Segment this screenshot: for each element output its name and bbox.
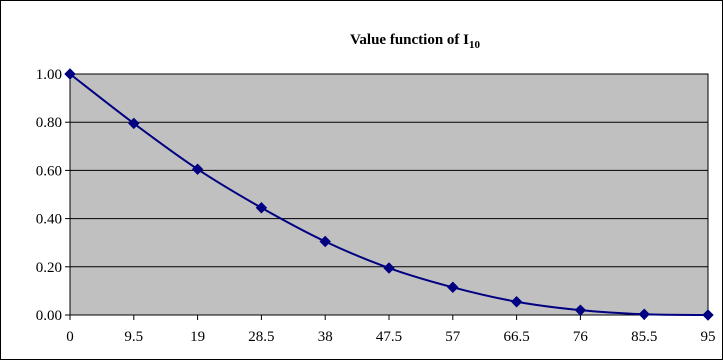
y-axis-tick-labels: 0.00 0.20 0.40 0.60 0.80 1.00 [36,67,62,324]
y-tick-label: 0.80 [36,115,62,131]
data-point-marker [510,296,523,308]
data-point-marker [255,202,268,214]
y-tick-label: 1.00 [36,67,62,83]
y-tick-label: 0.40 [36,212,62,228]
x-tick-label: 47.5 [376,329,402,345]
x-tick-label: 66.5 [503,329,529,345]
chart-title-subscript: 10 [469,39,481,51]
plot-background [69,73,709,316]
x-tick-label: 76 [573,329,589,345]
chart-title-main: Value function of I [350,32,469,48]
data-point-marker [574,304,587,316]
x-axis-tick-labels: 0 9.5 19 28.5 38 47.5 57 66.5 76 85.5 95 [66,329,715,345]
x-tick-label: 57 [445,329,461,345]
data-point-marker [319,235,331,248]
x-tick-label: 95 [701,329,716,345]
x-tick-label: 28.5 [248,329,274,345]
x-tick-label: 9.5 [124,329,143,345]
chart-title: Value function of I10 [350,32,481,51]
x-tick-label: 0 [66,329,74,345]
y-tick-label: 0.60 [36,163,62,179]
plot-area [64,68,714,321]
x-tick-label: 38 [318,329,333,345]
data-point-marker [191,163,204,175]
data-point-marker [128,117,140,130]
x-tick-label: 19 [190,329,205,345]
y-tick-label: 0.00 [36,308,62,324]
data-point-marker [383,262,395,274]
x-tick-label: 85.5 [631,329,657,345]
data-point-marker [702,309,714,321]
data-point-marker [64,68,76,80]
y-tick-label: 0.20 [36,260,62,276]
data-point-marker [638,308,650,320]
data-point-marker [447,281,459,293]
